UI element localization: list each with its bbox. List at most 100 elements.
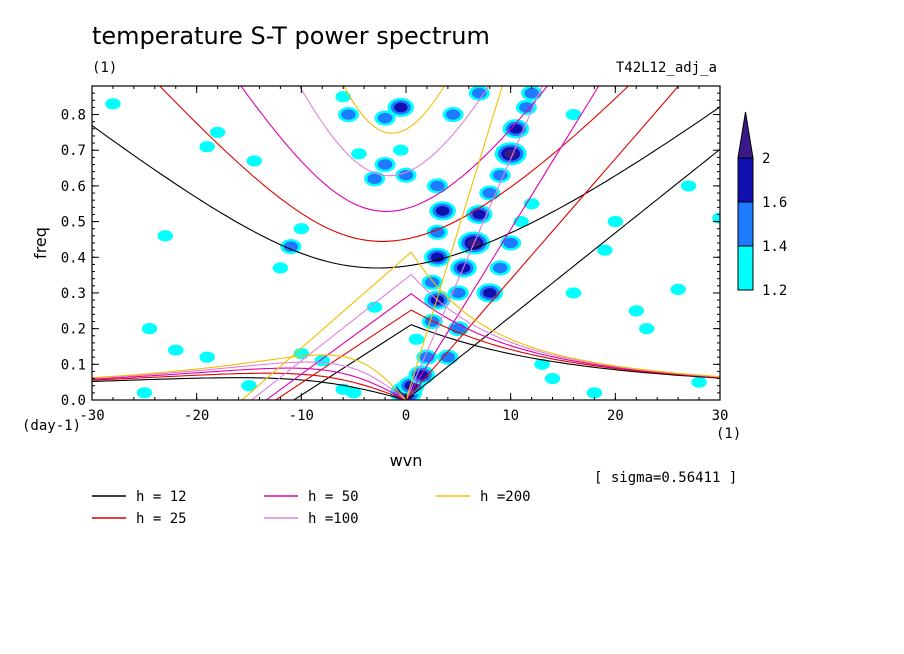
legend: h = 12 h = 25 h = 50 h =100 h =200 (92, 489, 531, 527)
axis-ticks (91, 86, 721, 401)
curve-h-200 (241, 251, 720, 400)
x-tick-label: -10 (289, 408, 314, 424)
legend-label: h =100 (308, 511, 359, 527)
y-tick-label: 0.2 (61, 322, 86, 338)
power-blob (504, 149, 517, 159)
experiment-label: T42L12_adj_a (616, 60, 717, 76)
y-tick-label: 0.0 (61, 393, 86, 409)
power-blob (366, 301, 383, 313)
colorbar-label: 1.6 (762, 195, 787, 211)
power-blob (199, 351, 215, 363)
power-blob (246, 155, 262, 167)
x-tick-label: -30 (79, 408, 104, 424)
power-blob (472, 209, 487, 220)
power-blob (408, 333, 425, 345)
x-tick-label: 0 (402, 408, 410, 424)
curve-h-200 (92, 354, 407, 400)
power-blob (492, 169, 508, 181)
power-blob (199, 141, 215, 153)
curve-h-100 (405, 86, 543, 400)
curve-h-12 (405, 148, 720, 400)
power-blob (404, 380, 418, 391)
curve-h-50 (405, 86, 600, 400)
power-blob (314, 355, 331, 367)
x-axis-label: wvn (390, 451, 423, 470)
colorbar: 2 1.6 1.4 1.2 (737, 111, 787, 299)
curve-h-25 (405, 86, 680, 400)
power-blob (335, 91, 351, 103)
power-blob (628, 305, 645, 317)
power-blob (136, 387, 153, 399)
title-unit: (1) (92, 60, 117, 76)
power-blob (283, 241, 299, 252)
power-blob (345, 387, 362, 399)
power-blob (586, 387, 603, 399)
axis-tick-labels: -30 -20 -10 0 10 20 30 0.0 0.1 0.2 0.3 0.4 0.5 0.6 0.7… (61, 108, 729, 424)
power-blob (534, 358, 550, 370)
power-blob (351, 148, 367, 160)
curve-h-12 (292, 324, 720, 400)
power-blob (440, 351, 456, 363)
power-blob (209, 126, 226, 138)
power-blob (680, 180, 697, 192)
colorbar-segment (737, 201, 754, 247)
y-tick-label: 0.1 (61, 357, 86, 373)
curve-h-25 (158, 86, 630, 242)
power-blob (691, 376, 707, 388)
y-axis-label: freq (31, 227, 50, 259)
power-blob (367, 173, 382, 184)
power-blob (430, 252, 445, 263)
power-blob (445, 109, 461, 120)
y-tick-label: 0.6 (61, 179, 86, 195)
power-blob (482, 288, 497, 298)
colorbar-segment (737, 157, 754, 203)
colorbar-extension (737, 111, 754, 159)
power-blob (565, 287, 582, 299)
power-blob (341, 109, 356, 120)
x-unit-label: (1) (716, 426, 741, 442)
power-blob (597, 244, 613, 256)
colorbar-label: 1.4 (762, 239, 787, 255)
x-tick-label: 10 (502, 408, 519, 424)
power-blob (377, 112, 393, 124)
power-blob (524, 87, 539, 99)
shading-layer (105, 86, 720, 400)
power-blob (377, 159, 393, 170)
x-tick-label: -20 (184, 408, 209, 424)
legend-label: h =200 (480, 489, 531, 505)
colorbar-label: 2 (762, 151, 770, 167)
power-blob (167, 344, 184, 356)
curve-h-200 (405, 86, 503, 400)
curve-h-50 (240, 86, 549, 212)
power-blob (544, 373, 561, 385)
power-blob (393, 144, 409, 156)
curve-h-200 (343, 86, 445, 134)
power-blob (241, 380, 257, 392)
y-tick-label: 0.8 (61, 108, 86, 124)
power-blob (272, 262, 289, 274)
x-tick-label: 30 (712, 408, 729, 424)
power-blob (398, 169, 414, 181)
curve-h-25 (274, 309, 720, 400)
y-tick-label: 0.5 (61, 215, 86, 231)
sigma-note: [ sigma=0.56411 ] (594, 470, 737, 486)
y-tick-label: 0.4 (61, 250, 86, 266)
power-blob (451, 287, 466, 299)
legend-label: h = 50 (308, 489, 359, 505)
power-blob (519, 102, 534, 113)
power-blob (157, 230, 174, 242)
power-blob (565, 108, 582, 121)
curve-h-12 (92, 377, 407, 400)
power-blob (712, 212, 720, 224)
power-blob (293, 223, 310, 235)
power-blob (638, 323, 655, 335)
power-blob (503, 237, 518, 249)
power-blob (293, 348, 310, 360)
y-unit-label: (day-1) (22, 418, 81, 434)
power-blob (472, 87, 487, 99)
power-blob (430, 227, 445, 238)
curve-h-100 (92, 361, 407, 400)
power-blob (670, 283, 686, 295)
power-blob (492, 262, 508, 274)
